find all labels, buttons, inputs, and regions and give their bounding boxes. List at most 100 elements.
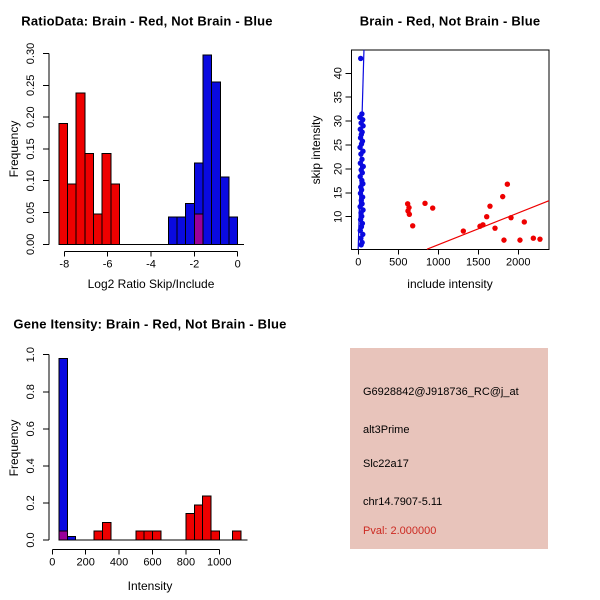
- intensity-scatter-point-brain-red: [460, 228, 467, 234]
- ratio-histogram-x-tick-label: -4: [146, 259, 156, 271]
- ratio-histogram-bar-overlap-purple: [193, 213, 204, 245]
- gene-intensity-histogram-y-tick-label: 0.6: [25, 421, 37, 436]
- gene-intensity-histogram-xlabel: Intensity: [127, 579, 173, 593]
- ratio-histogram-y-tick-label: 0.00: [25, 234, 37, 255]
- gene-intensity-histogram-y-tick-label: 0.0: [25, 532, 37, 547]
- intensity-scatter-point-brain-red: [480, 222, 486, 228]
- gene-intensity-histogram-bar-brain-red: [101, 521, 112, 541]
- intensity-scatter-point-brain-red: [500, 193, 506, 200]
- gene-intensity-histogram-bar-brain-red: [143, 530, 153, 541]
- intensity-scatter-x-tick-label: 0: [355, 256, 361, 268]
- gene-intensity-histogram-ylabel: Frequency: [7, 419, 21, 477]
- scatter-xlabel: include intensity: [407, 277, 493, 291]
- gene-intensity-histogram-x-tick-label: 800: [177, 556, 195, 568]
- intensity-scatter-y-tick-label: 40: [333, 67, 345, 79]
- intensity-scatter-point-brain-red: [530, 235, 537, 241]
- ratio-histogram-x-tick-label: -8: [59, 259, 69, 271]
- intensity-scatter-point-brain-red: [508, 214, 514, 221]
- intensity-scatter-y-tick-label: 10: [333, 211, 345, 223]
- gene-intensity-histogram-title: Gene Itensity: Brain - Red, Not Brain - …: [13, 316, 287, 332]
- ratio-histogram-bar-brain-red: [58, 122, 69, 245]
- intensity-scatter-y-tick-label: 25: [333, 139, 345, 151]
- intensity-scatter-x-tick-label: 1000: [426, 256, 450, 268]
- gene-intensity-histogram-x-tick-label: 200: [77, 556, 95, 568]
- gene-intensity-histogram-bar-not-brain-blue: [66, 535, 77, 541]
- gene-intensity-histogram-bar-overlap-purple: [58, 530, 68, 541]
- intensity-scatter-x-tick-label: 2000: [506, 256, 530, 268]
- intensity-scatter-point-brain-red: [410, 223, 416, 229]
- gene-info-panel: G6928842@J918736_RC@j_at alt3Prime Slc22…: [350, 348, 548, 549]
- ratio-histogram-bar-brain-red: [110, 183, 121, 245]
- intensity-scatter-point-brain-red: [504, 181, 511, 187]
- ratio-histogram-bar-not-brain-blue: [219, 176, 230, 245]
- gene-intensity-histogram-bar-brain-red: [135, 530, 145, 541]
- gene-intensity-histogram-x-tick-label: 400: [110, 556, 128, 568]
- gene-intensity-histogram-bar-brain-red: [202, 495, 212, 541]
- gene-intensity-histogram-bar-brain-red: [185, 513, 195, 541]
- intensity-scatter-point-brain-red: [517, 237, 523, 243]
- intensity-scatter-x-tick-label: 500: [389, 256, 407, 268]
- intensity-scatter-y-tick-label: 15: [333, 187, 345, 199]
- gene-intensity-histogram-x-tick-label: 1000: [207, 556, 231, 568]
- intensity-scatter-point-not-brain-blue: [358, 55, 364, 62]
- intensity-scatter-y-tick-label: 20: [333, 163, 345, 175]
- gene-intensity-histogram-x-tick-label: 600: [143, 556, 161, 568]
- intensity-scatter-point-brain-red: [406, 211, 413, 218]
- intensity-scatter-y-tick-label: 30: [333, 115, 345, 127]
- ratio-histogram-x-tick-label: 0: [235, 259, 241, 271]
- gene-intensity-histogram-y-tick-label: 0.8: [25, 384, 37, 399]
- gene-intensity-histogram-bar-brain-red: [152, 530, 162, 541]
- ratio-histogram-y-tick-label: 0.15: [25, 138, 37, 159]
- intensity-scatter-point-brain-red: [422, 200, 428, 207]
- intensity-scatter-point-brain-red: [487, 203, 493, 209]
- gene-intensity-histogram-bar-brain-red: [210, 530, 220, 541]
- intensity-scatter-plot-box: [351, 49, 550, 250]
- intensity-scatter-point-brain-red: [492, 225, 498, 231]
- gene-intensity-histogram-bar-brain-red: [232, 530, 242, 541]
- intensity-scatter-y-tick-label: 35: [333, 91, 345, 103]
- ratio-histogram-y-tick-label: 0.10: [25, 170, 37, 191]
- ratio-histogram-bar-not-brain-blue: [185, 203, 195, 245]
- intensity-scatter-point-not-brain-blue: [358, 242, 364, 248]
- ratio-histogram-bar-brain-red: [67, 183, 77, 245]
- ratio-histogram-x-tick-label: -2: [189, 259, 199, 271]
- ratio-histogram-ylabel: Frequency: [7, 120, 21, 178]
- ratio-histogram-xlabel: Log2 Ratio Skip/Include: [87, 277, 215, 291]
- scatter-title: Brain - Red, Not Brain - Blue: [359, 13, 541, 29]
- gene-intensity-histogram-y-tick-label: 0.4: [25, 458, 37, 473]
- location-text: chr14.7907-5.11: [363, 496, 443, 508]
- intensity-scatter-point-brain-red: [430, 205, 436, 211]
- pval-text: Pval: 2.000000: [363, 525, 437, 537]
- intensity-scatter-point-not-brain-blue: [357, 227, 363, 234]
- intensity-scatter-point-not-brain-blue: [357, 144, 363, 151]
- ratio-histogram-x-tick-label: -6: [103, 259, 113, 271]
- gene-name-text: Slc22a17: [363, 458, 409, 470]
- intensity-scatter-x-tick-label: 1500: [466, 256, 490, 268]
- gene-intensity-histogram-bar-brain-red: [193, 504, 204, 541]
- intensity-scatter-point-brain-red: [537, 236, 543, 242]
- intensity-scatter-point-brain-red: [501, 237, 507, 243]
- red-fit-line: [426, 200, 550, 250]
- event-type-text: alt3Prime: [363, 424, 410, 436]
- gene-intensity-histogram-x-tick-label: 0: [49, 556, 55, 568]
- ratio-histogram-bar-not-brain-blue: [202, 54, 213, 245]
- ratio-histogram-y-tick-label: 0.25: [25, 75, 37, 96]
- gene-intensity-histogram-bar-not-brain-blue: [58, 357, 68, 541]
- probe-id-text: G6928842@J918736_RC@j_at: [363, 386, 519, 398]
- ratio-histogram-bar-not-brain-blue: [228, 216, 239, 245]
- intensity-scatter-point-brain-red: [521, 219, 527, 225]
- gene-intensity-histogram-y-tick-label: 0.2: [25, 495, 37, 510]
- ratio-histogram-bar-brain-red: [84, 152, 95, 245]
- ratio-histogram-bar-brain-red: [101, 152, 112, 245]
- ratio-histogram-bar-not-brain-blue: [211, 81, 221, 245]
- ratio-histogram-bar-brain-red: [93, 213, 103, 245]
- ratio-histogram-title: RatioData: Brain - Red, Not Brain - Blue: [21, 13, 273, 29]
- ratio-histogram-y-tick-label: 0.30: [25, 43, 37, 64]
- gene-intensity-histogram-bar-brain-red: [93, 530, 103, 541]
- ratio-histogram-y-tick-label: 0.20: [25, 106, 37, 127]
- gene-intensity-histogram-y-tick-label: 1.0: [25, 347, 37, 362]
- intensity-scatter-point-not-brain-blue: [358, 151, 364, 157]
- ratio-histogram-y-tick-label: 0.05: [25, 202, 37, 223]
